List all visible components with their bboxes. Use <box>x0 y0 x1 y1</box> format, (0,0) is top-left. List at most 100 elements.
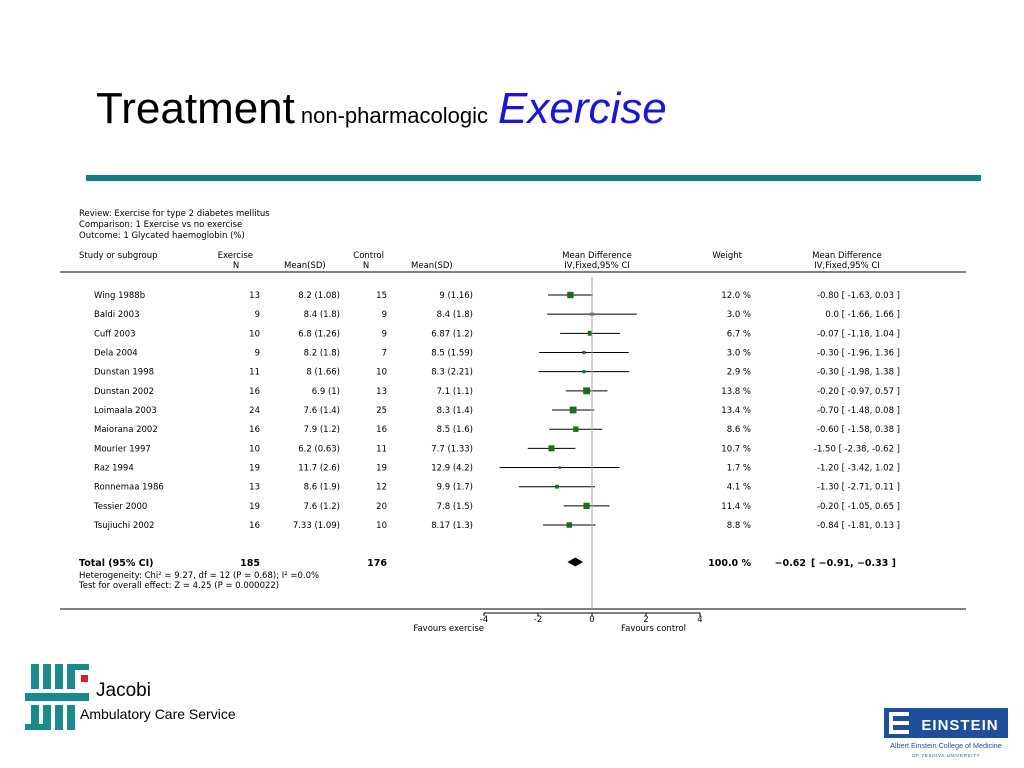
study-weight: 13.8 % <box>721 387 751 397</box>
exercise-n: 9 <box>255 310 260 320</box>
study-row: Dunstan 1998 11 8 (1.66) 10 8.3 (2.21) 2.9 % -… <box>94 368 900 378</box>
column-headers: Study or subgroup Exercise N Mean(SD) Co… <box>79 251 882 271</box>
study-name: Loimaala 2003 <box>94 406 157 416</box>
effect-marker <box>567 291 574 299</box>
einstein-emblem-icon <box>889 712 909 734</box>
review-line: Review: Exercise for type 2 diabetes mel… <box>79 209 270 219</box>
study-weight: 6.7 % <box>727 329 751 339</box>
study-name: Wing 1988b <box>94 291 145 301</box>
effect-marker <box>569 406 577 414</box>
header-md: Mean Difference <box>562 251 632 261</box>
study-weight: 8.8 % <box>727 521 751 531</box>
study-weight: 11.4 % <box>721 502 751 512</box>
total-weight: 100.0 % <box>708 558 751 569</box>
effect-marker <box>587 330 593 336</box>
slide-title: Treatment non-pharmacologic Exercise <box>96 84 667 134</box>
control-n: 13 <box>376 387 387 397</box>
study-row: Cuff 2003 10 6.8 (1.26) 9 6.87 (1.2) 6.7 % -0.… <box>94 329 900 339</box>
effect-marker <box>555 484 559 489</box>
study-weight: 13.4 % <box>721 406 751 416</box>
exercise-mean-sd: 7.9 (1.2) <box>304 425 340 435</box>
control-mean-sd: 12.9 (4.2) <box>431 464 473 474</box>
jacobi-name: Jacobi <box>96 680 151 701</box>
study-row: Loimaala 2003 24 7.6 (1.4) 25 8.3 (1.4) 13.4 … <box>94 406 900 416</box>
review-header: Review: Exercise for type 2 diabetes mel… <box>79 209 270 241</box>
study-name: Maiorana 2002 <box>94 425 158 435</box>
total-md-estimate: −0.62 <box>775 558 806 569</box>
x-tick-label: 0 <box>589 615 594 625</box>
header-exercise-n: N <box>233 261 239 271</box>
effect-marker <box>548 445 555 452</box>
control-mean-sd: 7.1 (1.1) <box>437 387 473 397</box>
control-mean-sd: 8.17 (1.3) <box>431 521 473 531</box>
header-weight: Weight <box>712 251 742 261</box>
study-row: Mourier 1997 10 6.2 (0.63) 11 7.7 (1.33) 10.7… <box>94 444 900 454</box>
einstein-name: EINSTEIN <box>921 717 998 734</box>
control-n: 12 <box>376 483 387 493</box>
exercise-n: 19 <box>249 464 260 474</box>
control-n: 10 <box>376 368 387 378</box>
exercise-mean-sd: 8.2 (1.8) <box>304 349 340 359</box>
header-study: Study or subgroup <box>79 251 158 261</box>
control-n: 10 <box>376 521 387 531</box>
study-row: Raz 1994 19 11.7 (2.6) 19 12.9 (4.2) 1.7 % -1.… <box>94 464 900 474</box>
control-mean-sd: 8.3 (1.4) <box>437 406 473 416</box>
effect-marker <box>582 370 586 374</box>
study-mean-difference: -1.30 [ -2.71, 0.11 ] <box>817 483 900 493</box>
study-mean-difference: -0.70 [ -1.48, 0.08 ] <box>817 406 900 416</box>
exercise-n: 13 <box>249 483 260 493</box>
x-tick-label: -4 <box>480 615 488 625</box>
study-mean-difference: -0.20 [ -0.97, 0.57 ] <box>817 387 900 397</box>
control-n: 20 <box>376 502 387 512</box>
favours-exercise-label: Favours exercise <box>413 624 484 634</box>
study-row: Ronnemaa 1986 13 8.6 (1.9) 12 9.9 (1.7) 4.1 %… <box>94 483 900 493</box>
exercise-n: 9 <box>255 349 260 359</box>
einstein-logo: EINSTEIN Albert Einstein College of Medi… <box>884 708 1008 758</box>
exercise-mean-sd: 6.2 (0.63) <box>298 444 340 454</box>
total-label: Total (95% CI) <box>79 558 154 569</box>
study-mean-difference: -0.07 [ -1.18, 1.04 ] <box>817 329 900 339</box>
control-mean-sd: 8.5 (1.6) <box>437 425 473 435</box>
control-mean-sd: 9.9 (1.7) <box>437 483 473 493</box>
header-exercise-mean: Mean(SD) <box>284 261 326 271</box>
study-row: Tsujiuchi 2002 16 7.33 (1.09) 10 8.17 (1.3) 8… <box>93 521 900 531</box>
header-md2: Mean Difference <box>812 251 882 261</box>
study-mean-difference: -1.20 [ -3.42, 1.02 ] <box>817 464 900 474</box>
total-md-bounds: [ −0.91, −0.33 ] <box>811 558 896 569</box>
einstein-college: Albert Einstein College of Medicine <box>890 741 1001 750</box>
study-mean-difference: -0.20 [ -1.05, 0.65 ] <box>817 502 900 512</box>
effect-marker <box>558 466 561 469</box>
exercise-n: 10 <box>249 444 260 454</box>
exercise-n: 24 <box>249 406 260 416</box>
study-name: Dunstan 2002 <box>94 387 154 397</box>
exercise-n: 11 <box>249 368 260 378</box>
control-mean-sd: 8.5 (1.59) <box>431 349 473 359</box>
x-tick-label: -2 <box>534 615 542 625</box>
header-control: Control <box>353 251 384 261</box>
study-weight: 12.0 % <box>721 291 751 301</box>
study-row: Maiorana 2002 16 7.9 (1.2) 16 8.5 (1.6) 8.6 %… <box>94 425 900 435</box>
control-n: 9 <box>382 329 387 339</box>
exercise-n: 10 <box>249 329 260 339</box>
exercise-mean-sd: 8.4 (1.8) <box>304 310 340 320</box>
jacobi-logo-icon <box>25 664 89 730</box>
study-weight: 2.9 % <box>727 368 751 378</box>
control-mean-sd: 8.3 (2.21) <box>431 368 473 378</box>
control-mean-sd: 7.7 (1.33) <box>431 444 473 454</box>
study-weight: 10.7 % <box>721 444 751 454</box>
exercise-mean-sd: 7.33 (1.09) <box>293 521 340 531</box>
exercise-n: 16 <box>249 387 260 397</box>
header-control-n: N <box>363 261 369 271</box>
study-mean-difference: -1.50 [ -2.38, -0.62 ] <box>814 444 900 454</box>
exercise-mean-sd: 6.8 (1.26) <box>298 329 340 339</box>
title-main: Treatment <box>96 84 295 133</box>
total-exercise-n: 185 <box>240 558 260 569</box>
effect-marker <box>573 426 579 432</box>
exercise-mean-sd: 11.7 (2.6) <box>298 464 340 474</box>
study-name: Tsujiuchi 2002 <box>93 521 154 531</box>
study-mean-difference: -0.84 [ -1.81, 0.13 ] <box>817 521 900 531</box>
header-md2-method: IV,Fixed,95% CI <box>814 261 880 271</box>
study-name: Baldi 2003 <box>94 310 140 320</box>
einstein-university: OF YESHIVA UNIVERSITY <box>912 753 980 758</box>
study-mean-difference: -0.80 [ -1.63, 0.03 ] <box>817 291 900 301</box>
